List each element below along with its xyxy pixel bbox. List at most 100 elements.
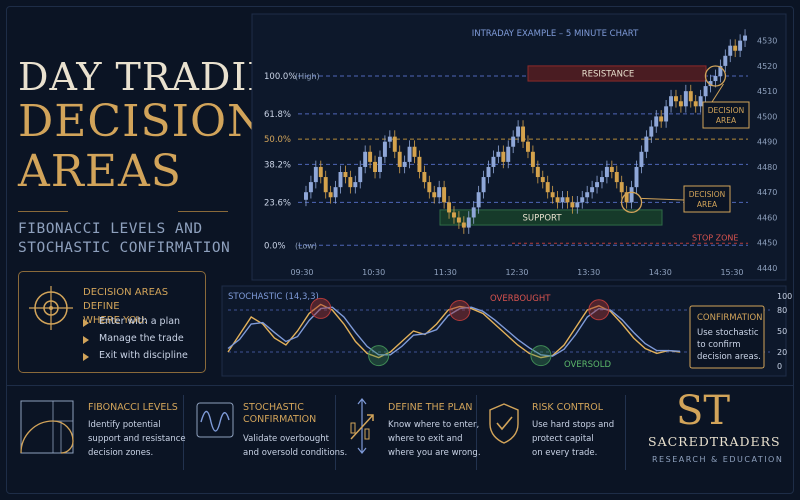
plan-arrows-icon: [350, 398, 374, 454]
stochastic-y-tick: 100: [777, 292, 792, 301]
callout-arrow: [640, 197, 685, 201]
candle-body: [595, 182, 600, 188]
candle-body: [728, 45, 733, 56]
candle-body: [353, 182, 358, 188]
candle-body: [530, 151, 535, 167]
candle-body: [373, 161, 378, 172]
candle-body: [738, 40, 743, 51]
fib-level-note: (Low): [295, 241, 317, 250]
candle-body: [491, 156, 496, 167]
decision-item-2: Manage the trade: [99, 333, 184, 344]
candle-body: [580, 197, 585, 203]
stochastic-title: STOCHASTIC (14,3,3): [228, 292, 319, 302]
x-tick-label: 10:30: [362, 268, 385, 277]
y-tick-label: 4500: [757, 112, 777, 121]
price-panel: [251, 13, 787, 281]
candle-body: [432, 192, 437, 198]
card-divider: [476, 395, 477, 470]
candle-body: [649, 126, 654, 137]
oversold-label: OVERSOLD: [564, 360, 611, 370]
candle-body: [476, 192, 481, 208]
y-tick-label: 4470: [757, 188, 777, 197]
item-arrow-icon: [83, 336, 89, 344]
candle-body: [545, 182, 550, 193]
candle-body: [506, 146, 511, 162]
candle-body: [318, 166, 323, 178]
card-divider: [625, 395, 626, 470]
candle-body: [456, 217, 461, 223]
x-tick-label: 12:30: [505, 268, 528, 277]
y-tick-label: 4490: [757, 138, 777, 147]
candle-body: [343, 172, 348, 178]
candle-body: [629, 187, 634, 203]
x-tick-label: 13:30: [577, 268, 600, 277]
brand-tagline: RESEARCH & EDUCATION: [652, 455, 784, 464]
confirmation-title: CONFIRMATION: [697, 313, 763, 323]
candle-body: [442, 187, 447, 203]
y-tick-label: 4440: [757, 264, 777, 273]
brand-monogram: ST: [676, 388, 731, 434]
candle-body: [664, 106, 669, 122]
candle-body: [644, 136, 649, 152]
candle-body: [590, 187, 595, 193]
card-risk-text-3: on every trade.: [532, 448, 598, 458]
candle-body: [575, 202, 580, 208]
candle-body: [713, 76, 718, 82]
candle-body: [511, 136, 516, 147]
candle-body: [382, 141, 387, 157]
fib-level-label: 0.0%: [264, 241, 286, 251]
decision-item-1: Enter with a plan: [99, 316, 181, 327]
candle-body: [358, 166, 363, 183]
callout-arrow: [711, 83, 724, 103]
stochastic-y-tick: 20: [777, 348, 787, 357]
candle-body: [333, 187, 338, 198]
y-tick-label: 4460: [757, 213, 777, 222]
card-risk-title: RISK CONTROL: [532, 402, 604, 413]
candle-body: [733, 45, 738, 51]
card-divider: [335, 395, 336, 470]
decision-callout-box-1: [702, 101, 750, 129]
candle-body: [387, 136, 392, 142]
bottom-divider: [6, 385, 794, 386]
x-tick-label: 09:30: [290, 268, 313, 277]
fib-level-label: 100.0%: [264, 72, 296, 82]
fib-level-label: 61.8%: [264, 110, 291, 120]
decision-areas-box: DECISION AREAS DEFINE WHERE YOU: Enter w…: [18, 271, 206, 373]
candle-body: [466, 217, 471, 228]
fib-level-note: (High): [295, 72, 320, 81]
candle-body: [313, 166, 318, 183]
candle-body: [688, 91, 693, 102]
oversold-circle: [530, 345, 552, 367]
decision-circle-support: [620, 191, 643, 213]
card-stoch-text-2: and oversold conditions.: [243, 448, 348, 458]
card-fib-text-1: Identify potential: [88, 420, 161, 430]
candle-body: [698, 96, 703, 107]
candle-body: [550, 192, 555, 198]
card-stoch-title-1: STOCHASTIC: [243, 402, 304, 413]
y-tick-label: 4450: [757, 239, 777, 248]
candle-body: [634, 166, 639, 188]
candle-body: [678, 101, 683, 107]
candle-body: [407, 146, 412, 162]
candle-body: [422, 172, 427, 183]
candle-body: [723, 55, 728, 66]
title-line-2: DECISION: [18, 96, 267, 147]
confirmation-box: [689, 305, 765, 369]
candle-body: [338, 172, 343, 188]
item-arrow-icon: [83, 353, 89, 361]
candle-body: [743, 35, 748, 41]
candle-body: [437, 187, 442, 198]
candle-body: [427, 182, 432, 193]
candle-body: [447, 202, 452, 213]
page-frame: [6, 6, 794, 494]
card-plan-title: DEFINE THE PLAN: [388, 402, 473, 413]
candle-body: [693, 101, 698, 107]
overbought-circle: [310, 297, 332, 319]
candle-body: [412, 146, 417, 157]
card-fib-text-3: decision zones.: [88, 448, 154, 458]
brand-name: SACREDTRADERS: [648, 434, 781, 449]
candle-body: [614, 172, 619, 183]
y-tick-label: 4510: [757, 87, 777, 96]
x-tick-label: 15:30: [720, 268, 743, 277]
candle-body: [368, 151, 373, 162]
